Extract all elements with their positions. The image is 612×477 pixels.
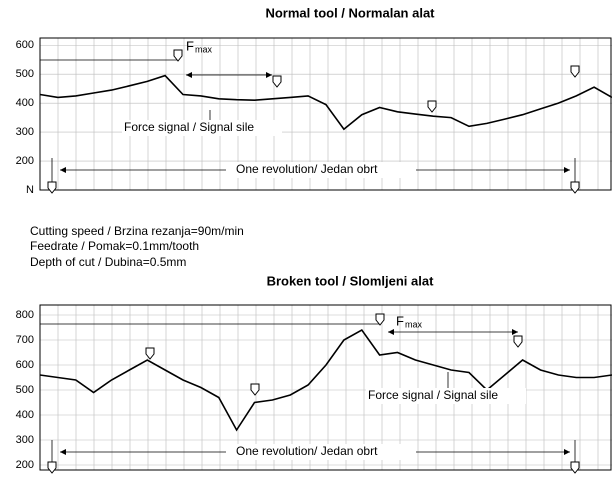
arrow-head	[512, 329, 518, 335]
condition-text: Cutting speed / Brzina rezanja=90m/min	[30, 224, 244, 238]
force-signal	[39, 74, 612, 131]
chart-title: Normal tool / Normalan alat	[265, 5, 435, 20]
y-tick-label: N	[26, 184, 34, 196]
arrow-head	[388, 329, 394, 335]
marker-pin	[250, 383, 260, 396]
force-signal	[39, 328, 612, 432]
y-tick-label: 200	[16, 459, 34, 471]
chart-title: Broken tool / Slomljeni alat	[267, 273, 435, 288]
condition-text: Feedrate / Pomak=0.1mm/tooth	[30, 239, 199, 253]
y-tick-label: 400	[16, 97, 34, 109]
y-tick-label: 800	[16, 309, 34, 321]
y-tick-label: 600	[16, 39, 34, 51]
marker-pin	[570, 181, 580, 194]
annotation: Force signal / Signal sile	[368, 388, 498, 402]
y-tick-label: 500	[16, 384, 34, 396]
label-bg	[226, 162, 416, 178]
plot-frame	[39, 37, 612, 191]
annotation: F	[186, 38, 194, 53]
plot-frame	[39, 304, 612, 471]
y-tick-label: 300	[16, 126, 34, 138]
y-tick-label: 400	[16, 409, 34, 421]
arrow-head	[186, 72, 192, 78]
annotation: max	[405, 319, 423, 329]
marker-pin	[570, 461, 580, 474]
arrow-head	[564, 167, 570, 173]
marker-pin	[47, 461, 57, 474]
annotation: One revolution/ Jedan obrt	[236, 162, 378, 176]
marker-pin	[173, 49, 183, 62]
arrow-head	[564, 449, 570, 455]
marker-pin	[145, 347, 155, 360]
y-tick-label: 700	[16, 334, 34, 346]
marker-pin	[427, 100, 437, 113]
label-bg	[366, 388, 526, 404]
arrow-head	[266, 72, 272, 78]
y-tick-label: 500	[16, 68, 34, 80]
annotation: max	[195, 44, 213, 54]
annotation: One revolution/ Jedan obrt	[236, 444, 378, 458]
condition-text: Depth of cut / Dubina=0.5mm	[30, 255, 186, 269]
y-tick-label: 200	[16, 155, 34, 167]
annotation: F	[396, 313, 404, 328]
label-bg	[122, 120, 282, 136]
label-bg	[226, 444, 416, 460]
marker-pin	[375, 313, 385, 326]
marker-pin	[272, 75, 282, 88]
annotation: Force signal / Signal sile	[124, 120, 254, 134]
marker-pin	[47, 181, 57, 194]
marker-pin	[513, 335, 523, 348]
arrow-head	[60, 167, 66, 173]
marker-pin	[570, 65, 580, 78]
y-tick-label: 300	[16, 434, 34, 446]
y-tick-label: 600	[16, 359, 34, 371]
arrow-head	[60, 449, 66, 455]
